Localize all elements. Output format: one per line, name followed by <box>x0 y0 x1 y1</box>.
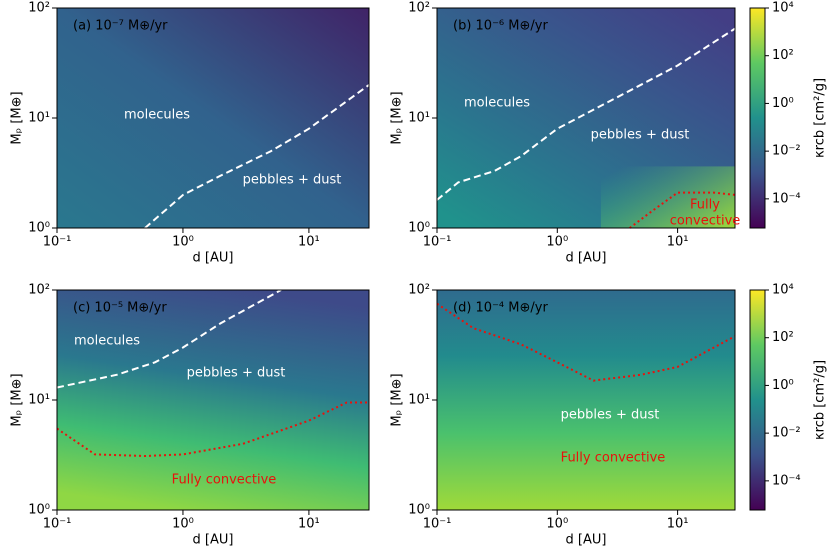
y-tick-label: 10¹ <box>408 111 430 126</box>
x-tick-label: 10¹ <box>298 235 320 250</box>
x-tick-label: 10⁰ <box>546 235 568 250</box>
annotation: pebbles + dust <box>243 173 342 188</box>
x-axis-label: d [AU] <box>566 533 607 548</box>
panel-title: (b) 10⁻⁶ M⊕/yr <box>453 19 548 34</box>
annotation: Fully convective <box>172 473 277 488</box>
colorbar <box>749 289 766 511</box>
colorbar-label: κrcb [cm²/g] <box>813 360 828 440</box>
colorbar-tick-label: 10² <box>772 330 794 345</box>
colorbar-tick-label: 10² <box>772 48 794 63</box>
colorbar-tick-label: 10⁻² <box>772 426 801 441</box>
y-tick-label: 10² <box>408 1 430 16</box>
colorbar-tick-label: 10⁴ <box>772 1 794 16</box>
contour-line <box>144 84 370 229</box>
annotation: pebbles + dust <box>187 366 286 381</box>
x-tick-label: 10⁻¹ <box>423 235 452 250</box>
annotation: molecules <box>124 108 190 123</box>
colorbar-tick-label: 10⁻⁴ <box>772 191 801 206</box>
x-tick-label: 10⁰ <box>546 517 568 532</box>
y-tick-label: 10² <box>28 1 50 16</box>
x-tick-label: 10¹ <box>667 235 689 250</box>
contour-line <box>56 289 282 389</box>
colorbar-tick-label: 10⁰ <box>772 378 794 393</box>
x-tick-label: 10⁻¹ <box>423 517 452 532</box>
colorbar-tick-label: 10⁰ <box>772 96 794 111</box>
annotation: pebbles + dust <box>561 408 660 423</box>
y-axis-label: Mₚ [M⊕] <box>10 91 25 144</box>
y-axis-label: Mₚ [M⊕] <box>390 373 405 426</box>
x-tick-label: 10¹ <box>298 517 320 532</box>
y-tick-label: 10¹ <box>28 111 50 126</box>
colorbar-tick-label: 10⁻⁴ <box>772 473 801 488</box>
x-tick-label: 10⁰ <box>172 235 194 250</box>
y-tick-label: 10⁰ <box>28 503 50 518</box>
y-tick-label: 10² <box>28 283 50 298</box>
contour-field <box>600 166 735 228</box>
y-tick-label: 10⁰ <box>408 503 430 518</box>
y-tick-label: 10¹ <box>28 393 50 408</box>
contour-field <box>437 290 735 510</box>
contour-field <box>57 290 369 510</box>
contour-field <box>57 8 369 228</box>
panel-title: (c) 10⁻⁵ M⊕/yr <box>73 301 167 316</box>
contour-line <box>436 27 736 201</box>
colorbar-label: κrcb [cm²/g] <box>813 78 828 158</box>
annotation: convective <box>670 214 741 229</box>
x-tick-label: 10⁻¹ <box>43 235 72 250</box>
annotation: Fully <box>690 198 720 213</box>
colorbar-tick-label: 10⁴ <box>772 283 794 298</box>
colorbar <box>749 7 766 229</box>
annotation: molecules <box>464 96 530 111</box>
y-axis-label: Mₚ [M⊕] <box>10 373 25 426</box>
y-tick-label: 10⁰ <box>408 221 430 236</box>
x-tick-label: 10⁻¹ <box>43 517 72 532</box>
x-axis-label: d [AU] <box>193 251 234 266</box>
panel-title: (a) 10⁻⁷ M⊕/yr <box>73 19 168 34</box>
panel-title: (d) 10⁻⁴ M⊕/yr <box>453 301 548 316</box>
x-axis-label: d [AU] <box>566 251 607 266</box>
y-tick-label: 10² <box>408 283 430 298</box>
colorbar-tick-label: 10⁻² <box>772 144 801 159</box>
x-tick-label: 10⁰ <box>172 517 194 532</box>
x-tick-label: 10¹ <box>667 517 689 532</box>
y-tick-label: 10¹ <box>408 393 430 408</box>
y-axis-label: Mₚ [M⊕] <box>390 91 405 144</box>
annotation: Fully convective <box>561 451 666 466</box>
annotation: pebbles + dust <box>591 128 690 143</box>
y-tick-label: 10⁰ <box>28 221 50 236</box>
x-axis-label: d [AU] <box>193 533 234 548</box>
annotation: molecules <box>74 334 140 349</box>
